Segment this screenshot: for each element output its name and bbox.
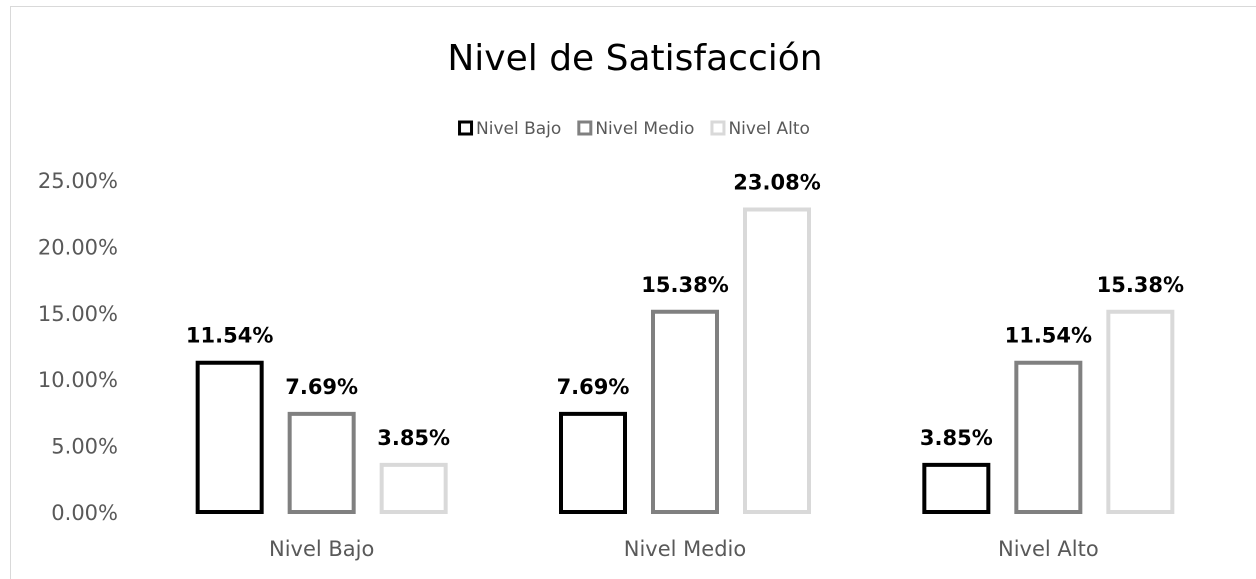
y-tick-label: 25.00% <box>38 169 118 193</box>
bar <box>1014 360 1083 515</box>
data-label: 3.85% <box>920 426 993 450</box>
legend-label: Nivel Medio <box>595 119 694 139</box>
legend-label: Nivel Bajo <box>476 119 561 139</box>
x-tick-label: Nivel Bajo <box>269 537 374 561</box>
bar <box>1106 309 1175 514</box>
data-label: 11.54% <box>1005 324 1092 348</box>
data-label: 15.38% <box>1097 273 1184 297</box>
bar <box>651 309 719 514</box>
data-label: 7.69% <box>285 375 358 399</box>
chart-title: Nivel de Satisfacción <box>447 38 822 79</box>
y-tick-label: 10.00% <box>38 368 118 392</box>
y-tick-label: 5.00% <box>51 435 118 459</box>
x-tick-label: Nivel Medio <box>624 537 746 561</box>
bar <box>195 360 264 515</box>
bar <box>559 411 627 514</box>
bar <box>743 207 811 515</box>
y-tick-label: 0.00% <box>51 501 118 525</box>
data-label: 3.85% <box>377 426 450 450</box>
legend-swatch <box>710 120 726 136</box>
data-label: 23.08% <box>733 170 820 194</box>
legend-swatch <box>458 120 474 136</box>
data-label: 7.69% <box>557 375 630 399</box>
y-tick-label: 20.00% <box>38 235 118 259</box>
data-label: 11.54% <box>186 324 273 348</box>
bar <box>287 411 356 514</box>
y-tick-label: 15.00% <box>38 302 118 326</box>
x-tick-label: Nivel Alto <box>998 537 1099 561</box>
legend-swatch <box>577 120 593 136</box>
legend-label: Nivel Alto <box>728 119 810 139</box>
bar <box>379 462 448 515</box>
bar <box>922 462 991 515</box>
data-label: 15.38% <box>641 273 728 297</box>
